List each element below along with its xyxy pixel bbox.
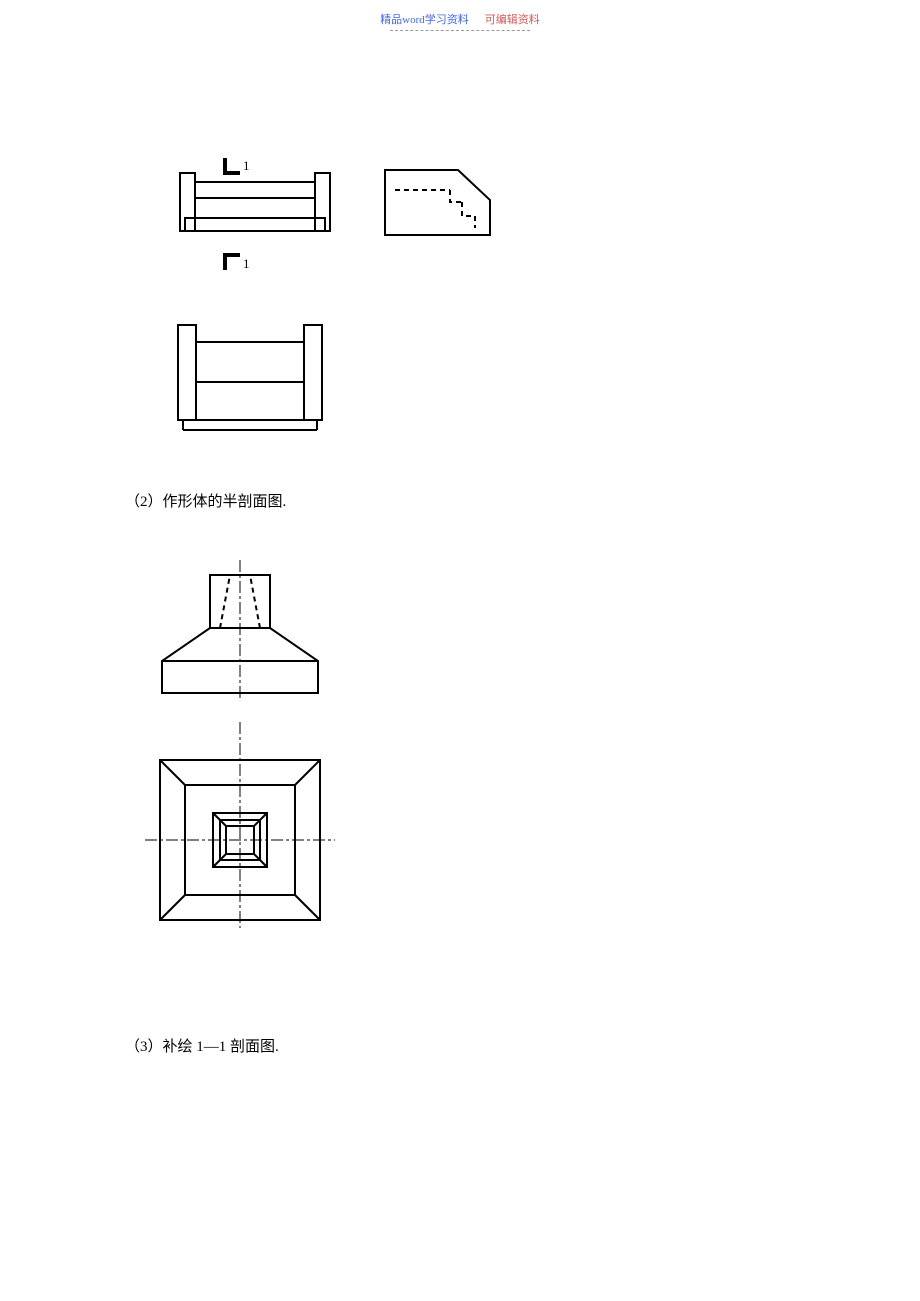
diagram-1b: [380, 160, 495, 240]
header-underline: [390, 30, 530, 31]
header-left-text: 精品word学习资料: [380, 11, 469, 27]
section-label-top: 1: [243, 158, 250, 173]
diagram-1c: [170, 320, 330, 435]
text-item-3: （3）补绘 1—1 剖面图.: [125, 1035, 279, 1056]
diagram-1a: 1 1: [170, 140, 340, 275]
section-label-bottom: 1: [243, 256, 250, 271]
page-header: 精品word学习资料 可编辑资料: [0, 10, 920, 31]
text-item-2: （2）作形体的半剖面图.: [125, 490, 286, 511]
header-right-text: 可编辑资料: [485, 11, 540, 27]
diagram-2b: [140, 720, 340, 930]
diagram-2a: [140, 555, 340, 700]
